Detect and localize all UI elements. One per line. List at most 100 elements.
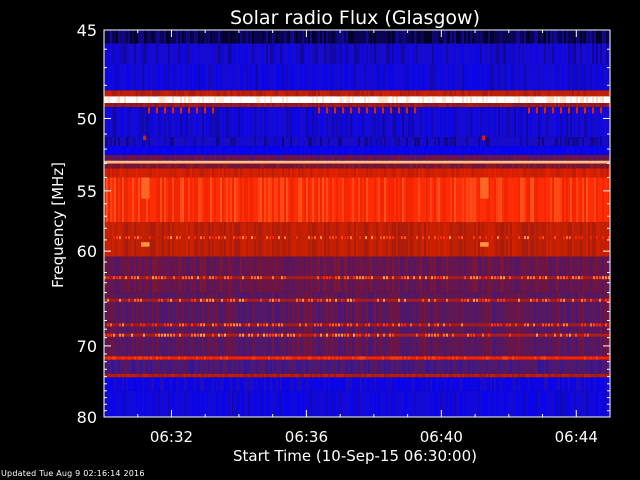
stripe [110, 30, 112, 44]
stripe [520, 103, 522, 108]
stripe [284, 103, 286, 108]
stripe [190, 163, 192, 169]
stripe [216, 377, 218, 391]
stripe [580, 222, 582, 257]
stripe [142, 90, 144, 97]
stripe [578, 168, 580, 178]
stripe [482, 222, 484, 257]
stripe [262, 103, 264, 108]
stripe [568, 256, 570, 293]
stripe [266, 30, 268, 44]
stripe [386, 96, 388, 104]
emission-dash [278, 323, 280, 327]
stripe [156, 154, 158, 161]
stripe [154, 222, 156, 257]
emission-dash [191, 323, 193, 327]
stripe [306, 222, 308, 257]
stripe [124, 154, 126, 161]
stripe [370, 168, 372, 178]
stripe [324, 30, 326, 44]
stripe [356, 222, 358, 257]
stripe [462, 373, 464, 378]
stripe [266, 103, 268, 108]
emission-dash [233, 298, 235, 302]
stripe [178, 256, 180, 293]
stripe [234, 356, 236, 360]
stripe [134, 373, 136, 378]
stripe [444, 390, 446, 417]
stripe [310, 137, 312, 147]
stripe [354, 90, 356, 97]
stripe [252, 222, 254, 257]
stripe [218, 163, 220, 169]
stripe [514, 256, 516, 293]
stripe [122, 30, 124, 44]
stripe [526, 43, 528, 65]
stripe [546, 163, 548, 169]
stripe [288, 377, 290, 391]
stripe [444, 96, 446, 104]
stripe [122, 163, 124, 169]
stripe [412, 107, 414, 138]
stripe [458, 373, 460, 378]
interference-tick [188, 107, 190, 114]
stripe [380, 103, 382, 108]
stripe [276, 377, 278, 391]
stripe [272, 103, 274, 108]
stripe [286, 177, 288, 223]
stripe [606, 43, 608, 65]
stripe [468, 107, 470, 138]
stripe [466, 137, 468, 147]
stripe [522, 177, 524, 223]
stripe [372, 43, 374, 65]
stripe [472, 154, 474, 161]
stripe [392, 64, 394, 91]
stripe [442, 168, 444, 178]
stripe [426, 222, 428, 257]
interference-tick [148, 107, 150, 114]
stripe [452, 90, 454, 97]
stripe [396, 377, 398, 391]
emission-dash [560, 276, 562, 280]
stripe [216, 90, 218, 97]
stripe [570, 163, 572, 169]
stripe [334, 163, 336, 169]
stripe [558, 163, 560, 169]
stripe [576, 154, 578, 161]
stripe [508, 154, 510, 161]
stripe [488, 168, 490, 178]
stripe [238, 256, 240, 293]
stripe [306, 377, 308, 391]
stripe [482, 163, 484, 169]
stripe [244, 390, 246, 417]
stripe [566, 154, 568, 161]
stripe [564, 107, 566, 138]
stripe [354, 373, 356, 378]
emission-dash [545, 333, 547, 337]
stripe [318, 30, 320, 44]
stripe [452, 177, 454, 223]
stripe [308, 377, 310, 391]
stripe [424, 137, 426, 147]
stripe [162, 177, 164, 223]
stripe [364, 96, 366, 104]
stripe [220, 256, 222, 293]
stripe [488, 90, 490, 97]
stripe [574, 390, 576, 417]
stripe [298, 64, 300, 91]
stripe [118, 90, 120, 97]
stripe [180, 222, 182, 257]
stripe [142, 137, 144, 147]
stripe [398, 146, 400, 155]
stripe [402, 256, 404, 293]
emission-dash [230, 276, 232, 280]
stripe [126, 359, 128, 374]
stripe [504, 356, 506, 360]
interference-tick [544, 107, 546, 114]
stripe [444, 137, 446, 147]
stripe [524, 168, 526, 178]
stripe [448, 137, 450, 147]
stripe [374, 146, 376, 155]
emission-dash [113, 276, 115, 280]
stripe [112, 107, 114, 138]
